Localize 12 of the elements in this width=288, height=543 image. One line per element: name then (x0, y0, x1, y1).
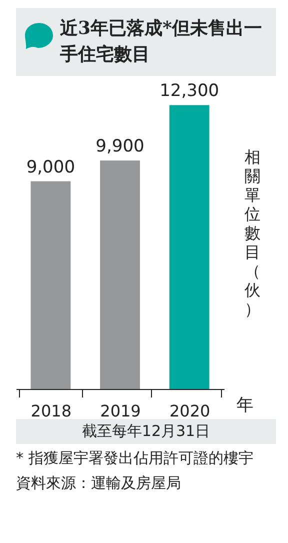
x-tick-label: 2019 (100, 402, 141, 420)
x-tick-label: 2020 (169, 402, 210, 420)
data-label: 9,900 (96, 136, 144, 157)
text: 相關單位數目（伙） (244, 148, 260, 318)
text: * 指獲屋宇署發出佔用許可證的樓宇 (16, 448, 254, 469)
data-label: 9,000 (26, 157, 76, 178)
x-tick-label: 2018 (30, 402, 72, 420)
text: 截至每年12月31日 (16, 419, 276, 444)
data-label: 12,300 (160, 81, 220, 102)
source-note: 資料來源：運輸及房屋局 (16, 473, 182, 494)
chart-title: 近3年已落成*但未售出一手住宅數目 (60, 17, 263, 67)
x-axis-title: 年 (236, 396, 254, 416)
